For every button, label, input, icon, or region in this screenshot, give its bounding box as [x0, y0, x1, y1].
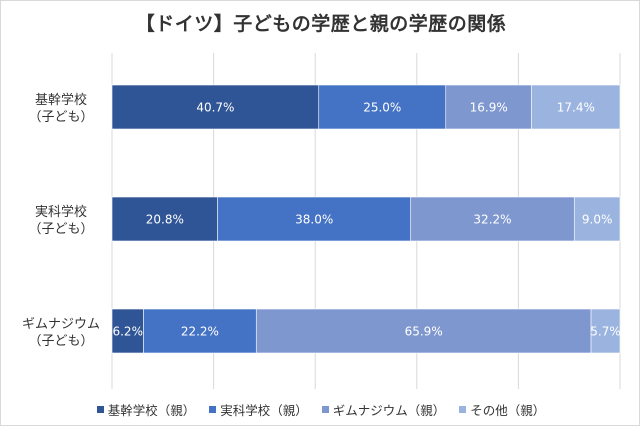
data-label: 38.0%: [295, 213, 333, 227]
data-label: 25.0%: [363, 101, 401, 115]
bar-segment: [590, 308, 621, 354]
bar-segment: [217, 196, 412, 242]
legend-swatch: [96, 406, 104, 413]
category-label-line: （子ども）: [28, 222, 93, 237]
category-label-line: （子ども）: [28, 110, 93, 125]
bar-segment: [111, 196, 218, 242]
bar-segment: [573, 196, 621, 242]
legend-label: その他（親）: [470, 403, 546, 418]
category-label: 基幹学校 （子ども）: [28, 92, 93, 125]
data-label: 40.7%: [196, 101, 234, 115]
legend-swatch: [321, 406, 329, 413]
bar-segment: [143, 308, 257, 354]
category-label: ギムナジウム （子ども）: [22, 317, 100, 349]
bar-segment: [318, 84, 447, 130]
legend-item: 実科学校（親）: [209, 400, 308, 419]
data-label: 9.0%: [582, 213, 613, 227]
legend-item: 基幹学校（親）: [96, 400, 196, 419]
legend-swatch: [209, 406, 217, 413]
bar-segment: [531, 84, 621, 130]
chart-legend: 基幹学校（親） 実科学校（親） ギムナジウム（親） その他（親）: [1, 400, 640, 419]
data-label: 16.9%: [470, 101, 508, 115]
bar-segment: [410, 196, 575, 242]
data-label: 22.2%: [181, 325, 219, 339]
category-label-line: ギムナジウム: [22, 317, 100, 332]
category-label: 実科学校 （子ども）: [28, 204, 93, 237]
category-label-line: 基幹学校: [35, 92, 87, 108]
data-label: 20.8%: [146, 213, 184, 227]
legend-swatch: [459, 406, 467, 413]
legend-label: ギムナジウム（親）: [332, 403, 446, 418]
legend-item: ギムナジウム（親）: [321, 400, 446, 419]
category-label-line: （子ども）: [28, 334, 93, 349]
legend-item: その他（親）: [459, 400, 545, 419]
legend-label: 実科学校（親）: [220, 403, 308, 418]
bar-segment: [445, 84, 532, 130]
legend-label: 基幹学校（親）: [107, 403, 196, 418]
bar-segment: [255, 308, 592, 354]
data-label: 5.7%: [590, 325, 621, 339]
data-label: 65.9%: [405, 325, 443, 339]
chart-title: 【ドイツ】子どもの学歴と親の学歴の関係: [135, 13, 507, 35]
data-label: 17.4%: [557, 101, 595, 115]
category-label-line: 実科学校: [35, 204, 87, 220]
data-label: 6.2%: [112, 325, 143, 339]
data-label: 32.2%: [473, 213, 511, 227]
